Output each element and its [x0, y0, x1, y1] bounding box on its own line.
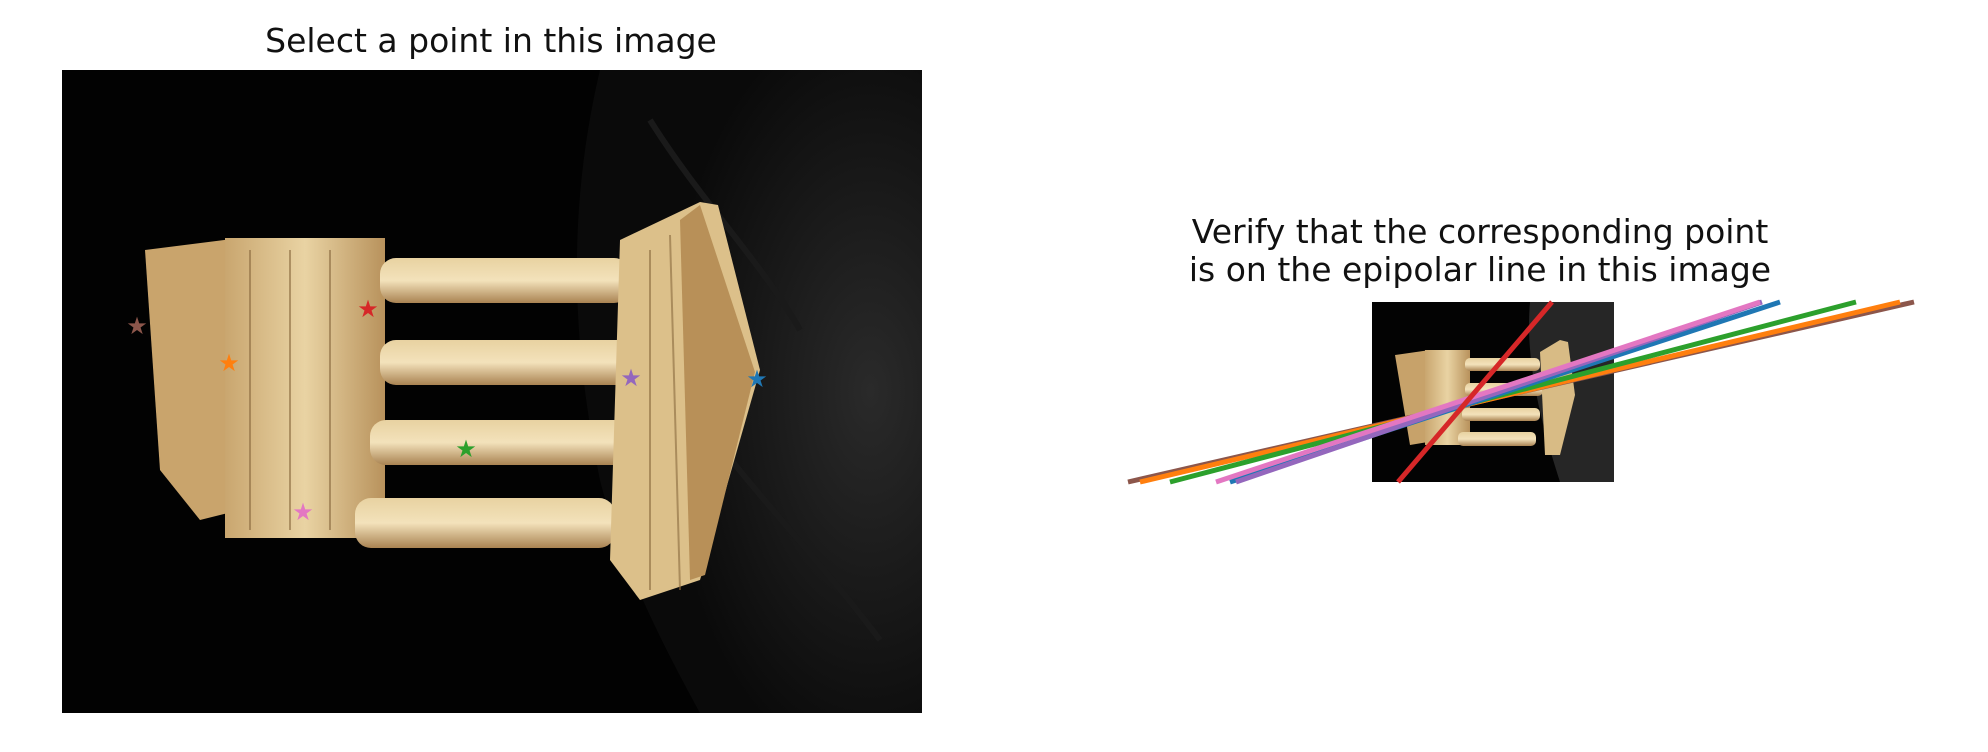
green-star[interactable]: ★ — [455, 435, 477, 463]
temple-model — [145, 202, 760, 600]
right-title-line-1: Verify that the corresponding point — [1191, 212, 1769, 251]
brown-star[interactable]: ★ — [126, 312, 148, 340]
right-temple-photo[interactable] — [1372, 302, 1614, 482]
right-plot-title: Verify that the corresponding point is o… — [1100, 213, 1860, 289]
left-temple-photo[interactable] — [62, 70, 922, 713]
red-star[interactable]: ★ — [357, 295, 379, 323]
pink-epipolar-line — [1215, 299, 1761, 485]
red-epipolar-line — [1396, 300, 1554, 484]
left-selected-points: ★ ★ ★ ★ ★ ★ ★ — [126, 295, 768, 526]
epipolar-lines — [1127, 299, 1915, 485]
purple-star[interactable]: ★ — [620, 364, 642, 392]
right-title-line-2: is on the epipolar line in this image — [1188, 250, 1772, 289]
left-plot-title: Select a point in this image — [265, 21, 717, 60]
pink-star[interactable]: ★ — [292, 498, 314, 526]
blue-star[interactable]: ★ — [746, 365, 768, 393]
orange-star[interactable]: ★ — [218, 349, 240, 377]
